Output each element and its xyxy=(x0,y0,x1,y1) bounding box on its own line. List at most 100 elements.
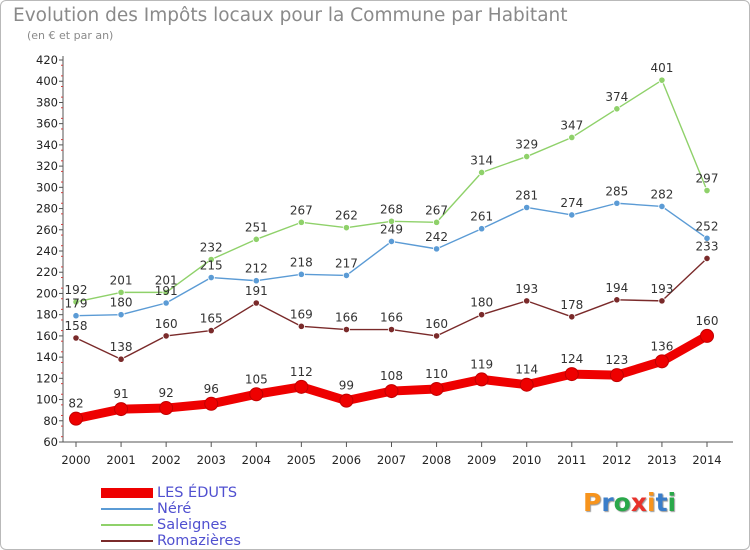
y-tick-label: 180 xyxy=(36,308,58,322)
y-tick-label: 60 xyxy=(43,435,58,449)
data-label-nere: 179 xyxy=(65,297,88,311)
data-point-saleignes xyxy=(342,224,351,232)
data-label-saleignes: 297 xyxy=(696,172,719,186)
data-point-les-eduts xyxy=(69,411,83,426)
legend-label-les-eduts: LES ÉDUTS xyxy=(157,485,238,501)
y-tick-label: 280 xyxy=(36,202,58,216)
y-tick-label: 80 xyxy=(43,414,58,428)
x-tick-label: 2011 xyxy=(557,453,586,467)
data-point-saleignes xyxy=(432,218,441,226)
legend-swatch-les-eduts xyxy=(101,488,153,498)
data-label-saleignes: 329 xyxy=(515,138,538,152)
y-tick-label: 200 xyxy=(36,286,58,300)
data-label-les-eduts: 91 xyxy=(113,387,128,401)
data-label-romazieres: 194 xyxy=(605,281,628,295)
data-point-les-eduts xyxy=(339,393,354,408)
data-point-nere xyxy=(387,237,396,246)
data-point-saleignes xyxy=(568,133,576,142)
data-point-romazieres xyxy=(478,311,486,319)
data-label-romazieres: 193 xyxy=(515,282,538,296)
data-label-les-eduts: 82 xyxy=(68,397,83,411)
series-layer xyxy=(69,76,714,426)
data-label-romazieres: 180 xyxy=(470,296,493,310)
data-label-nere: 215 xyxy=(200,259,223,273)
legend-swatch-romazieres xyxy=(101,540,153,542)
x-tick-label: 2003 xyxy=(197,453,226,467)
chart-title: Evolution des Impôts locaux pour la Comm… xyxy=(13,5,568,26)
data-label-saleignes: 268 xyxy=(380,202,403,216)
data-label-romazieres: 165 xyxy=(200,312,223,326)
data-label-les-eduts: 119 xyxy=(470,357,493,371)
x-tick-label: 2012 xyxy=(602,453,631,467)
data-label-romazieres: 160 xyxy=(155,317,178,331)
data-point-nere xyxy=(523,203,531,212)
y-tick-label: 240 xyxy=(36,244,58,258)
data-point-nere xyxy=(478,225,486,233)
data-label-romazieres: 191 xyxy=(245,284,268,298)
x-tick-label: 2007 xyxy=(377,453,406,467)
data-label-nere: 217 xyxy=(335,256,358,270)
data-label-les-eduts: 114 xyxy=(515,363,538,377)
data-label-saleignes: 314 xyxy=(470,153,493,167)
data-label-les-eduts: 105 xyxy=(245,372,268,386)
data-point-saleignes xyxy=(72,298,80,306)
data-label-les-eduts: 123 xyxy=(605,353,628,367)
data-label-romazieres: 233 xyxy=(696,239,719,253)
data-point-les-eduts xyxy=(204,396,219,411)
legend-label-saleignes: Saleignes xyxy=(157,517,227,533)
y-tick-label: 400 xyxy=(36,74,58,88)
data-label-nere: 274 xyxy=(560,196,583,210)
x-tick-label: 2004 xyxy=(242,453,271,467)
y-tick-label: 380 xyxy=(36,95,58,109)
x-tick-label: 2013 xyxy=(647,453,676,467)
data-point-nere xyxy=(207,273,215,282)
data-label-saleignes: 374 xyxy=(605,90,628,104)
data-point-les-eduts xyxy=(114,402,129,417)
data-point-romazieres xyxy=(117,355,125,363)
proxiti-logo: Proxiti xyxy=(583,488,677,517)
data-point-les-eduts xyxy=(429,381,444,396)
y-tick-label: 120 xyxy=(36,371,58,385)
data-label-romazieres: 160 xyxy=(425,317,448,331)
data-label-saleignes: 192 xyxy=(65,283,88,297)
y-tick-label: 420 xyxy=(36,53,58,67)
data-label-les-eduts: 136 xyxy=(650,339,673,353)
data-label-romazieres: 178 xyxy=(560,298,583,312)
data-label-nere: 242 xyxy=(425,230,448,244)
data-label-les-eduts: 108 xyxy=(380,369,403,383)
data-point-romazieres xyxy=(72,334,80,342)
data-point-nere xyxy=(72,312,80,320)
data-point-saleignes xyxy=(162,288,170,296)
data-point-romazieres xyxy=(658,297,666,305)
data-point-romazieres xyxy=(297,322,305,330)
x-tick-label: 2001 xyxy=(106,453,135,467)
data-label-saleignes: 201 xyxy=(110,273,133,287)
x-tick-label: 2006 xyxy=(332,453,361,467)
data-point-saleignes xyxy=(297,218,305,226)
data-point-saleignes xyxy=(658,76,666,84)
x-tick-label: 2014 xyxy=(692,453,721,467)
data-label-romazieres: 166 xyxy=(380,311,403,325)
data-label-saleignes: 267 xyxy=(290,203,313,217)
data-point-les-eduts xyxy=(249,387,264,402)
data-label-les-eduts: 99 xyxy=(339,379,354,393)
data-point-romazieres xyxy=(342,325,351,334)
data-point-nere xyxy=(162,299,170,307)
data-point-nere xyxy=(658,202,666,211)
data-label-saleignes: 201 xyxy=(155,273,178,287)
legend-label-nere: Néré xyxy=(157,501,192,517)
data-label-nere: 212 xyxy=(245,262,268,276)
data-label-nere: 285 xyxy=(605,184,628,198)
data-label-nere: 180 xyxy=(110,296,133,310)
data-point-romazieres xyxy=(207,326,215,335)
y-tick-label: 160 xyxy=(36,329,58,343)
y-tick-label: 320 xyxy=(36,159,58,173)
data-point-romazieres xyxy=(432,332,441,340)
data-label-nere: 282 xyxy=(650,187,673,201)
data-point-les-eduts xyxy=(474,372,489,387)
data-label-saleignes: 401 xyxy=(650,61,673,75)
data-point-les-eduts xyxy=(564,367,579,382)
data-point-romazieres xyxy=(252,299,260,307)
data-point-romazieres xyxy=(523,297,531,305)
x-tick-label: 2005 xyxy=(287,453,316,467)
